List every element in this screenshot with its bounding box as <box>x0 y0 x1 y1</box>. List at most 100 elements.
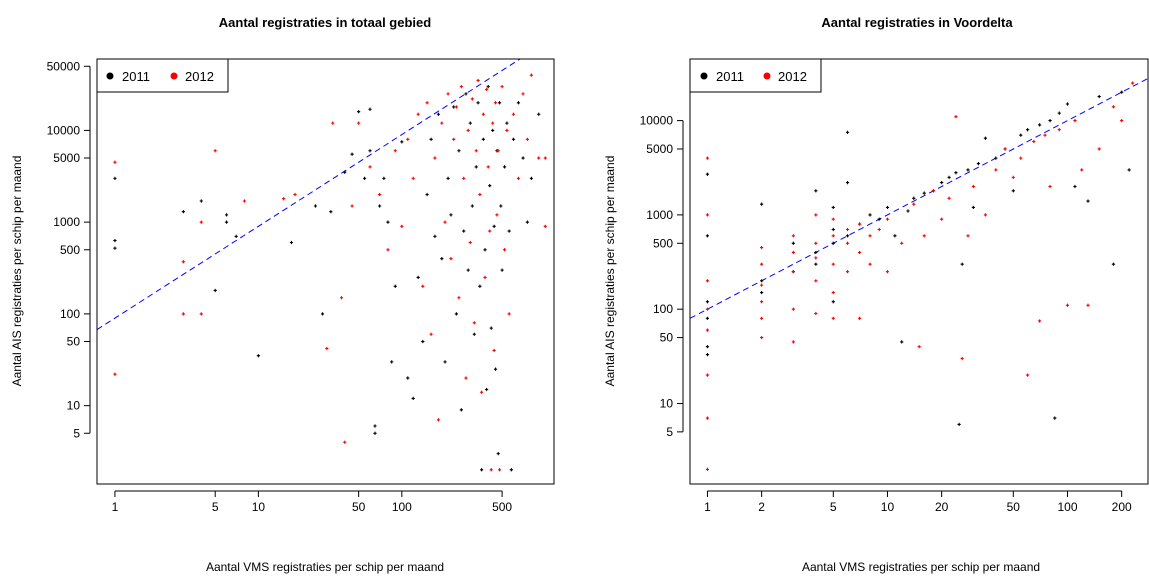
point-2011 <box>400 140 404 144</box>
point-2011 <box>1057 111 1061 115</box>
point-2011 <box>481 137 485 141</box>
point-2011 <box>1053 416 1057 420</box>
point-2012 <box>760 316 764 320</box>
point-2012 <box>113 160 117 164</box>
x-tick-label: 500 <box>492 500 512 514</box>
point-2012 <box>900 241 904 245</box>
point-2012 <box>831 234 835 238</box>
point-2011 <box>1086 199 1090 203</box>
point-2011 <box>525 220 529 224</box>
point-2011 <box>885 205 890 210</box>
point-2012 <box>433 156 437 160</box>
x-tick-label: 1 <box>112 500 119 514</box>
point-2012 <box>462 176 466 180</box>
point-2012 <box>705 467 710 471</box>
legend-label-2012: 2012 <box>185 69 214 84</box>
point-2011 <box>234 234 238 238</box>
point-2012 <box>1043 133 1047 137</box>
point-2011 <box>760 290 764 295</box>
point-2012 <box>1065 303 1070 307</box>
x-tick-label: 200 <box>1112 500 1132 514</box>
legend-marker-2011 <box>700 72 708 80</box>
point-2011 <box>507 229 511 233</box>
point-2012 <box>857 316 862 320</box>
point-2012 <box>791 250 795 255</box>
point-2012 <box>481 112 485 116</box>
point-2012 <box>1003 147 1007 151</box>
point-2012 <box>814 213 818 217</box>
point-2012 <box>199 312 203 316</box>
point-2011 <box>256 354 260 358</box>
chart-voordelta: Aantal registraties in Voordelta 1 2 5 10 20… <box>603 15 1149 574</box>
point-2011 <box>466 268 470 272</box>
point-2011 <box>537 112 541 116</box>
point-2012 <box>705 373 710 377</box>
point-2012 <box>1032 139 1036 144</box>
x-tick-label: 10 <box>881 500 895 514</box>
point-2012 <box>343 440 347 444</box>
point-2012 <box>516 176 521 180</box>
x-tick-label: 5 <box>212 500 219 514</box>
point-2011 <box>390 360 394 364</box>
point-2012 <box>931 189 936 193</box>
x-tick-label: 100 <box>392 500 412 514</box>
x-tick-label: 100 <box>1057 500 1077 514</box>
legend-label-2011: 2011 <box>122 69 150 84</box>
point-2011 <box>382 176 386 180</box>
x-axis: 1 5 10 50 100 500 <box>112 490 512 514</box>
point-2011 <box>425 192 429 197</box>
point-2012 <box>502 248 507 252</box>
point-2012 <box>483 275 487 279</box>
point-2011 <box>483 248 487 252</box>
point-2012 <box>1111 105 1116 109</box>
point-2011 <box>480 468 484 472</box>
point-2011 <box>1025 128 1030 132</box>
point-2012 <box>1097 147 1101 151</box>
point-2012 <box>1057 128 1061 132</box>
point-2012 <box>543 156 547 160</box>
point-2012 <box>994 168 998 172</box>
point-2012 <box>199 220 203 224</box>
y-axis-label: Aantal AIS registraties per schip per ma… <box>10 156 24 387</box>
point-2012 <box>454 105 458 109</box>
point-2011 <box>814 189 818 193</box>
x-axis-label: Aantal VMS registraties per schip per ma… <box>802 560 1040 574</box>
point-2012 <box>983 213 988 217</box>
point-2011 <box>814 262 818 266</box>
point-2012 <box>505 128 509 132</box>
point-2012 <box>507 312 511 316</box>
point-2011 <box>814 250 818 255</box>
point-2012 <box>466 128 470 132</box>
point-2012 <box>368 165 372 169</box>
point-2011 <box>421 339 425 344</box>
point-2012 <box>1011 175 1015 179</box>
point-2012 <box>488 229 492 233</box>
point-2012 <box>885 270 890 274</box>
point-2011 <box>960 262 964 266</box>
point-2012 <box>868 262 872 266</box>
point-2011 <box>486 85 490 89</box>
point-2011 <box>500 268 504 272</box>
point-2012 <box>1131 81 1135 85</box>
y-tick-label: 500 <box>653 236 673 250</box>
y-tick-label: 10000 <box>47 123 81 137</box>
point-2012 <box>705 156 710 160</box>
point-2011 <box>845 181 850 185</box>
point-2012 <box>393 149 397 153</box>
point-2011 <box>1120 90 1124 94</box>
point-2012 <box>421 284 425 288</box>
point-2011 <box>1127 168 1131 172</box>
point-2011 <box>449 213 453 217</box>
y-tick-label: 100 <box>60 307 80 321</box>
legend-marker-2011 <box>106 72 114 80</box>
legend-marker-2012 <box>170 72 178 80</box>
point-2012 <box>791 270 795 274</box>
point-2011 <box>373 431 377 435</box>
point-2012 <box>511 112 516 116</box>
reference-line <box>97 59 521 330</box>
point-2012 <box>496 149 500 153</box>
point-2011 <box>416 275 420 279</box>
x-tick-label: 10 <box>252 500 266 514</box>
point-2012 <box>922 234 926 238</box>
legend: 2011 2012 <box>689 58 822 93</box>
